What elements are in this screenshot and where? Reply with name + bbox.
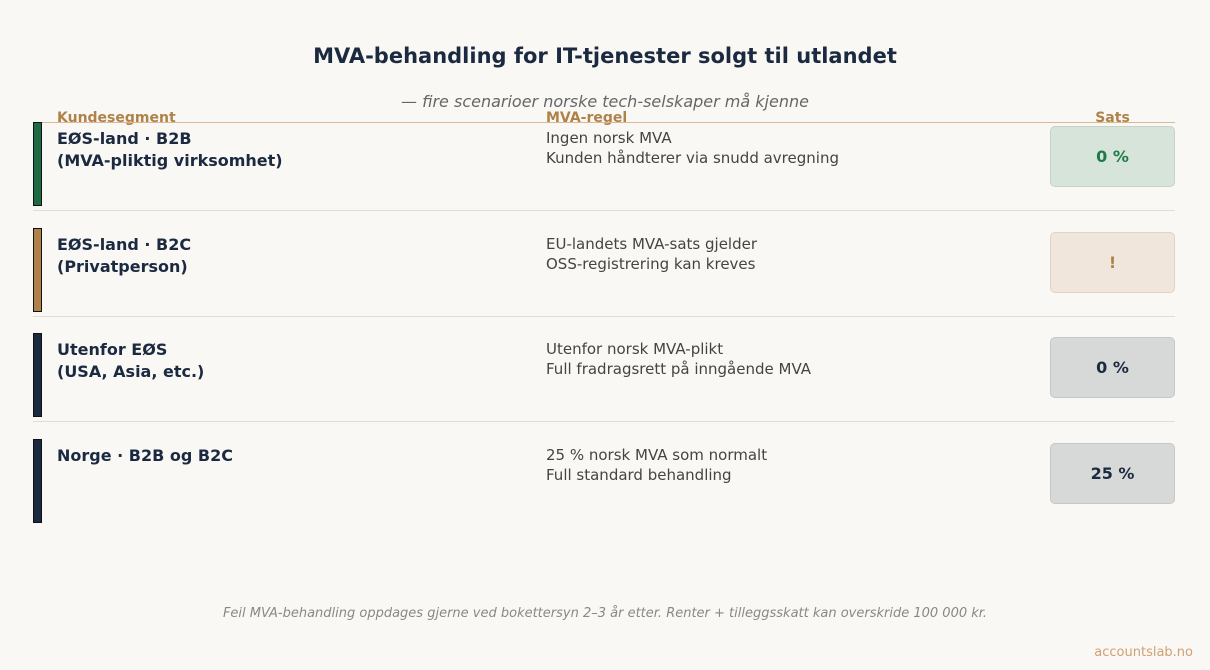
table-row-outside-eos: Utenfor EØS (USA, Asia, etc.) Utenfor no… <box>33 333 1175 439</box>
row-rule: 25 % norsk MVA som normalt Full standard… <box>546 445 767 485</box>
row-segment: EØS-land · B2B (MVA-pliktig virksomhet) <box>57 128 283 172</box>
row-rule-line1: Ingen norsk MVA <box>546 129 672 147</box>
row-divider <box>33 210 1175 211</box>
row-segment: Norge · B2B og B2C <box>57 445 233 467</box>
row-rule: Ingen norsk MVA Kunden håndterer via snu… <box>546 128 839 168</box>
rate-badge: 0 % <box>1050 337 1175 398</box>
row-rule-line1: 25 % norsk MVA som normalt <box>546 446 768 464</box>
page-title: MVA-behandling for IT-tjenester solgt ti… <box>313 44 897 68</box>
row-divider <box>33 421 1175 422</box>
row-rule-line1: EU-landets MVA-sats gjelder <box>546 235 758 253</box>
row-divider <box>33 316 1175 317</box>
row-rule-line2: Kunden håndterer via snudd avregning <box>546 149 839 167</box>
table-row-eos-b2b: EØS-land · B2B (MVA-pliktig virksomhet) … <box>33 122 1175 228</box>
row-segment-line1: Norge · B2B og B2C <box>57 446 233 465</box>
footnote: Feil MVA-behandling oppdages gjerne ved … <box>222 606 988 621</box>
header-divider <box>33 122 1175 123</box>
row-segment-line1: EØS-land · B2C <box>57 235 192 254</box>
row-rule-line2: Full fradragsrett på inngående MVA <box>546 360 812 378</box>
row-rule-line1: Utenfor norsk MVA-plikt <box>546 340 724 358</box>
row-rule: Utenfor norsk MVA-plikt Full fradragsret… <box>546 339 811 379</box>
row-rule-line2: Full standard behandling <box>546 466 732 484</box>
table-row-eos-b2c: EØS-land · B2C (Privatperson) EU-landets… <box>33 228 1175 334</box>
row-segment-line1: Utenfor EØS <box>57 340 168 359</box>
row-segment-line2: (USA, Asia, etc.) <box>57 362 205 381</box>
row-segment: Utenfor EØS (USA, Asia, etc.) <box>57 339 204 383</box>
row-rule: EU-landets MVA-sats gjelder OSS-registre… <box>546 234 757 274</box>
rate-badge: 25 % <box>1050 443 1175 504</box>
row-segment-line1: EØS-land · B2B <box>57 129 192 148</box>
row-segment: EØS-land · B2C (Privatperson) <box>57 234 191 278</box>
row-rule-line2: OSS-registrering kan kreves <box>546 255 756 273</box>
row-accent-bar <box>33 228 42 312</box>
rate-badge: ! <box>1050 232 1175 293</box>
rate-badge: 0 % <box>1050 126 1175 187</box>
row-accent-bar <box>33 333 42 417</box>
brand-label: accountslab.no <box>1094 645 1193 660</box>
table-row-norway: Norge · B2B og B2C 25 % norsk MVA som no… <box>33 439 1175 545</box>
row-segment-line2: (MVA-pliktig virksomhet) <box>57 151 283 170</box>
row-segment-line2: (Privatperson) <box>57 257 188 276</box>
row-accent-bar <box>33 122 42 206</box>
page-subtitle: — fire scenarioer norske tech-selskaper … <box>401 92 809 111</box>
row-accent-bar <box>33 439 42 523</box>
